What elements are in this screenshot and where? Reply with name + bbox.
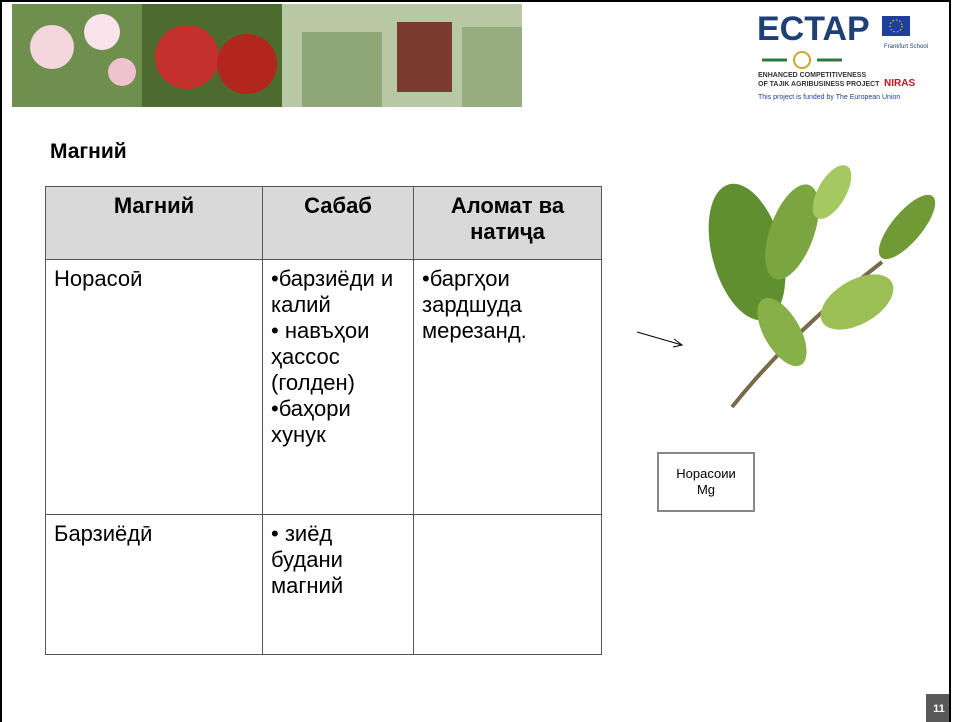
cell: •барзиёди и калий • навъҳои ҳассос (голде…	[262, 259, 414, 515]
cell: •баргҳои зардшуда мерезанд.	[413, 259, 602, 515]
slide-title: Магний	[50, 140, 127, 163]
arrow	[636, 331, 683, 346]
cell	[413, 514, 602, 655]
tagline: OF TAJIK AGRIBUSINESS PROJECT	[758, 81, 880, 88]
trees	[462, 27, 522, 107]
tagline: ENHANCED COMPETITIVENESS	[758, 72, 867, 79]
trees	[302, 32, 382, 107]
logo-emblem	[793, 51, 811, 69]
bullet-item: •баргҳои зардшуда мерезанд.	[422, 266, 527, 343]
partner: NIRAS	[884, 78, 916, 89]
header-cell: Магний	[45, 186, 263, 260]
bullet-item: • навъҳои ҳассос (голден)	[271, 318, 370, 395]
leaf-branch	[708, 165, 936, 409]
page-number: 11	[926, 694, 949, 722]
funded-note: This project is funded by The European U…	[758, 94, 901, 101]
bullet-item: •баҳори хунук	[271, 396, 351, 447]
bullet-item: • зиёд будани магний	[271, 521, 344, 598]
header-row: Магний Сабаб Аломат ва натиҷа	[45, 186, 602, 260]
eu-flag	[882, 16, 910, 36]
table: Магний Сабаб Аломат ва натиҷа Норасоӣ •б…	[45, 186, 602, 655]
cell: Барзиёдӣ	[45, 514, 263, 655]
header-cell: Сабаб	[262, 186, 414, 260]
eu-stars	[889, 19, 903, 33]
blossom	[108, 58, 136, 86]
cell: • зиёд будани магний	[262, 514, 414, 655]
figure-label: Норасоии Mg	[657, 452, 755, 512]
tractor	[397, 22, 452, 92]
blossom	[30, 25, 74, 69]
arrow-head	[672, 338, 684, 348]
partner: Frankfurt School	[884, 44, 929, 50]
blossom	[84, 14, 120, 50]
logo: ECTAP	[757, 10, 870, 48]
apple	[155, 25, 219, 89]
header-cell: Аломат ва натиҷа	[413, 186, 602, 260]
blossom-photo	[12, 4, 142, 107]
cell: Норасоӣ	[45, 259, 263, 515]
row: Барзиёдӣ • зиёд будани магний	[45, 514, 602, 655]
apple	[217, 34, 277, 94]
bullet-item: •барзиёди и калий	[271, 266, 394, 317]
row: Норасоӣ •барзиёди и калий • навъҳои ҳассо…	[45, 259, 602, 515]
